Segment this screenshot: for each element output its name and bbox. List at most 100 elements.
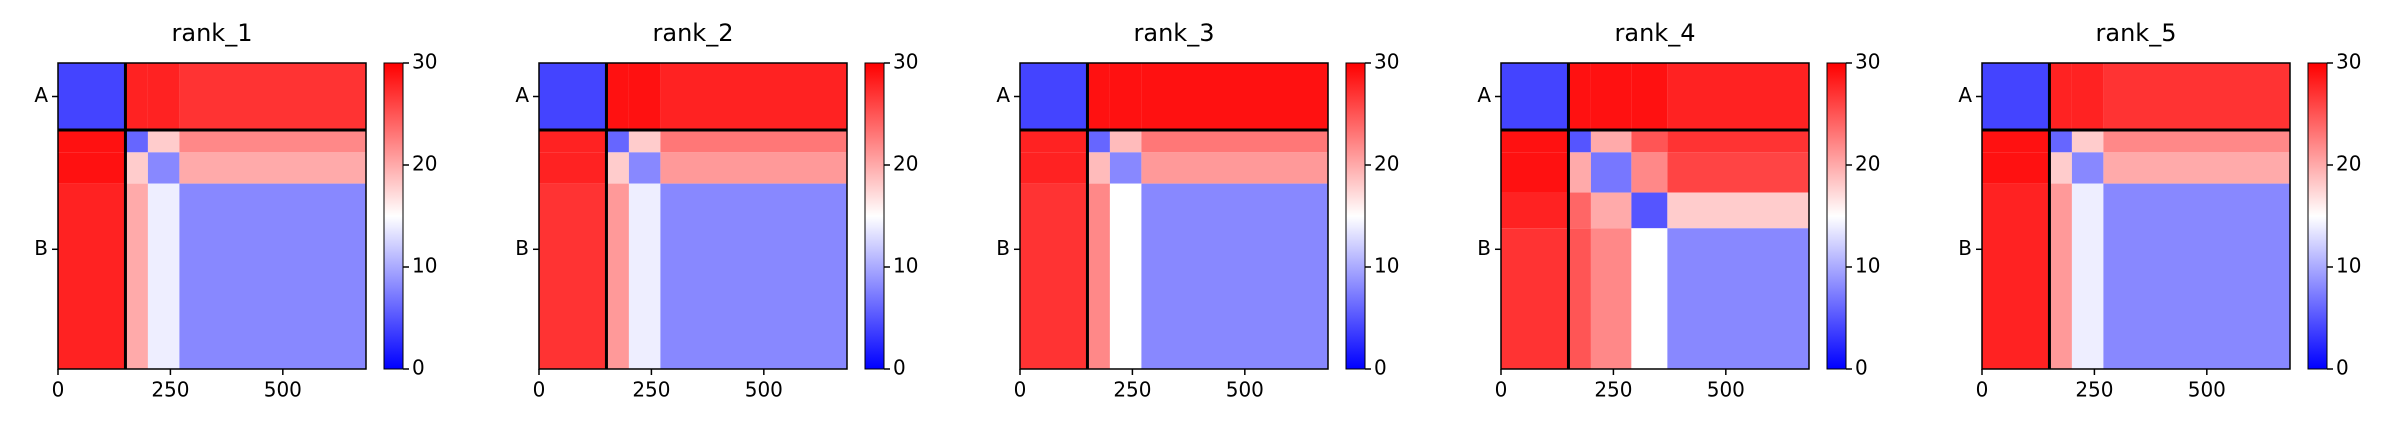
heatmap-cell [2103, 63, 2290, 131]
heatmap-cell [628, 63, 661, 131]
y-tick-label: B [34, 236, 48, 260]
plot-frame [57, 62, 367, 370]
colorbar-tick-label: 0 [1374, 356, 1387, 380]
heatmap-cell [2049, 130, 2072, 153]
y-tick-label: B [515, 236, 529, 260]
heatmap-cell [179, 183, 366, 369]
heatmap-cell [1667, 63, 1809, 131]
heatmap-cell [1982, 152, 2050, 184]
heatmap-cell [1568, 228, 1591, 369]
heatmap-cell [179, 63, 366, 131]
colorbar-tick-label: 10 [1855, 254, 1880, 278]
heatmap-cell [2049, 152, 2072, 184]
colorbar-tick-label: 0 [1855, 356, 1868, 380]
plot-frame [1981, 62, 2291, 370]
heatmap-cell [1087, 152, 1110, 184]
heatmap-cell [1020, 130, 1088, 153]
panel-title: rank_1 [172, 19, 253, 47]
heatmap-cell [1568, 63, 1591, 131]
heatmap-cell [2103, 152, 2290, 184]
x-tick-label: 0 [1014, 378, 1027, 402]
heatmap-cell [2049, 183, 2072, 369]
colorbar [1345, 62, 1366, 370]
heatmap-cell [147, 130, 180, 153]
colorbar [864, 62, 885, 370]
heatmap-cell [660, 130, 847, 153]
heatmap-cell [1667, 228, 1809, 369]
colorbar-tick-label: 0 [2336, 356, 2349, 380]
x-tick-label: 500 [745, 378, 783, 402]
y-tick-label: A [1958, 83, 1972, 107]
colorbar-tick-label: 10 [412, 254, 437, 278]
heatmap-cell [1141, 130, 1328, 153]
heatmap-cell [1590, 130, 1632, 153]
heatmap-cell [539, 183, 607, 369]
heatmap-cell [2103, 130, 2290, 153]
heatmap-cell [1631, 152, 1668, 193]
colorbar-tick-label: 10 [2336, 254, 2361, 278]
x-tick-label: 250 [2075, 378, 2113, 402]
colorbar-tick-label: 20 [2336, 152, 2361, 176]
heatmap-cell [660, 152, 847, 184]
colorbar-tick-label: 30 [1855, 50, 1880, 74]
heatmap-cell [2071, 183, 2104, 369]
heatmap-cell [2103, 183, 2290, 369]
heatmap-cell [2071, 130, 2104, 153]
x-tick-label: 500 [264, 378, 302, 402]
colorbar-tick-label: 20 [1855, 152, 1880, 176]
heatmap-cell [1501, 228, 1569, 369]
colorbar-tick-label: 10 [1374, 254, 1399, 278]
plot-frame [1500, 62, 1810, 370]
x-tick-label: 0 [1495, 378, 1508, 402]
panel-title: rank_2 [653, 19, 734, 47]
heatmap-cell [147, 63, 180, 131]
heatmap-cell [1568, 152, 1591, 193]
heatmap-cell [539, 152, 607, 184]
heatmap-cell [606, 183, 629, 369]
heatmap-cell [179, 152, 366, 184]
heatmap-cell [628, 183, 661, 369]
heatmap-cell [1087, 183, 1110, 369]
heatmap-cell [179, 130, 366, 153]
heatmap-cell [1501, 152, 1569, 193]
heatmap-cell [58, 63, 126, 131]
panel-title: rank_3 [1134, 19, 1215, 47]
heatmap-cell [606, 152, 629, 184]
heatmap-cell [1590, 152, 1632, 193]
heatmap-cell [58, 130, 126, 153]
colorbar-tick-label: 30 [893, 50, 918, 74]
heatmap-cell [2071, 152, 2104, 184]
panel-title: rank_4 [1615, 19, 1696, 47]
heatmap-cell [1631, 63, 1668, 131]
heatmap-cell [1631, 228, 1668, 369]
heatmap-cell [125, 130, 148, 153]
x-tick-label: 250 [632, 378, 670, 402]
heatmap-cell [1087, 63, 1110, 131]
heatmap-cell [1590, 192, 1632, 229]
x-tick-label: 500 [1707, 378, 1745, 402]
heatmap-cell [1501, 63, 1569, 131]
heatmap-cell [1590, 228, 1632, 369]
heatmap-cell [125, 63, 148, 131]
plot-frame [538, 62, 848, 370]
heatmap-cell [1982, 183, 2050, 369]
heatmap-cell [147, 152, 180, 184]
y-tick-label: A [34, 83, 48, 107]
x-tick-label: 0 [1976, 378, 1989, 402]
heatmap-cell [660, 183, 847, 369]
heatmap-cell [147, 183, 180, 369]
panel-title: rank_5 [2096, 19, 2177, 47]
x-tick-label: 250 [1113, 378, 1151, 402]
heatmap-cell [1109, 130, 1142, 153]
heatmap-cell [125, 183, 148, 369]
x-tick-label: 500 [1226, 378, 1264, 402]
heatmap-cell [1109, 63, 1142, 131]
heatmap-cell [606, 63, 629, 131]
x-tick-label: 0 [52, 378, 65, 402]
y-tick-label: A [515, 83, 529, 107]
colorbar-tick-label: 10 [893, 254, 918, 278]
colorbar-tick-label: 20 [1374, 152, 1399, 176]
heatmap-cell [1667, 130, 1809, 153]
x-tick-label: 0 [533, 378, 546, 402]
